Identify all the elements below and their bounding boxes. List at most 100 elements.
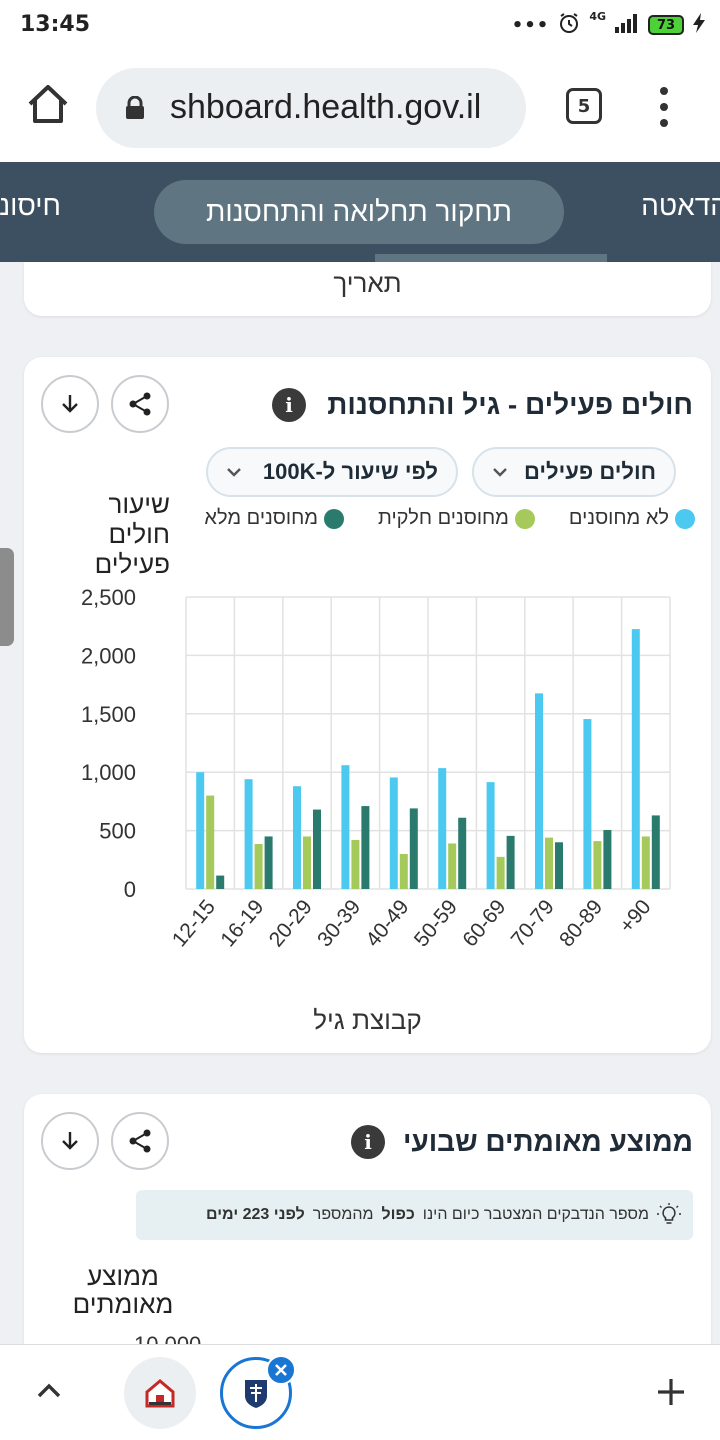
metric-dropdown[interactable]: חולים פעילים <box>472 447 676 497</box>
x-tick-label: 70-79 <box>507 895 559 951</box>
insight-bold-2: לפני 223 ימים <box>206 1206 305 1223</box>
nav-item-data[interactable]: הדאטה <box>641 190 720 221</box>
alarm-icon <box>557 11 581 40</box>
more-vert-icon[interactable] <box>652 86 676 128</box>
address-bar[interactable]: shboard.health.gov.il <box>96 68 526 148</box>
y-tick-label: 2,000 <box>81 643 136 668</box>
share-icon <box>129 392 151 416</box>
y-axis-title: שיעור חולים פעילים <box>94 489 170 579</box>
bar <box>244 779 253 889</box>
chevron-down-icon <box>493 468 507 477</box>
x-tick-label: 16-19 <box>216 895 268 951</box>
metric-dropdown-label: חולים פעילים <box>524 459 656 484</box>
x-tick-label: 60-69 <box>458 895 510 951</box>
card-title: ממוצע מאומתים שבועי <box>402 1126 693 1157</box>
bar <box>486 782 495 889</box>
close-tab-button[interactable] <box>266 1355 296 1385</box>
bar <box>458 817 467 889</box>
chart-legend: לא מחוסנים מחוסנים חלקית מחוסנים מלא <box>204 507 695 530</box>
bar <box>535 693 543 889</box>
tab-switcher-button[interactable]: 5 <box>566 88 602 124</box>
tab-thumbnail-active[interactable] <box>220 1357 292 1429</box>
page-scrollbar[interactable] <box>0 548 14 646</box>
bar <box>254 844 263 889</box>
lightbulb-icon <box>657 1203 681 1224</box>
emblem-icon <box>245 1380 267 1408</box>
bar-chart: 0 500 1,000 1,500 2,000 2,500 12-1516-1920-293… <box>81 585 671 951</box>
chevron-down-icon <box>227 468 241 477</box>
bar <box>216 875 225 889</box>
bar <box>409 808 418 889</box>
network-type: 4G <box>589 10 606 23</box>
browser-bottom-bar <box>0 1344 720 1440</box>
bar <box>399 853 408 889</box>
bar <box>545 837 553 889</box>
x-tick-label: 12-15 <box>168 895 220 951</box>
y-tick-label: 0 <box>124 877 136 902</box>
bar <box>264 836 273 889</box>
legend-item-full[interactable]: מחוסנים מלא <box>204 507 345 530</box>
home-icon[interactable] <box>26 82 70 126</box>
tab-thumbnail[interactable] <box>124 1357 196 1429</box>
legend-dot <box>675 508 695 529</box>
legend-label: לא מחוסנים <box>568 507 669 529</box>
nav-item-active[interactable]: תחקור תחלואה והתחסנות <box>154 180 564 244</box>
bar <box>555 842 563 889</box>
x-tick-label: 80-89 <box>555 895 607 951</box>
bar <box>341 765 350 889</box>
download-icon <box>62 1132 78 1150</box>
battery-icon: 73 <box>648 15 684 35</box>
bar <box>506 835 515 889</box>
bar <box>496 856 505 889</box>
charging-icon <box>692 12 706 39</box>
bar <box>361 806 370 889</box>
legend-label: מחוסנים חלקית <box>378 507 509 529</box>
bar <box>631 629 640 889</box>
card-title: חולים פעילים - גיל והתחסנות <box>327 389 693 420</box>
share-button[interactable] <box>111 375 169 433</box>
bar <box>351 839 360 889</box>
status-time: 13:45 <box>20 12 91 37</box>
bar <box>603 830 612 889</box>
bar <box>448 843 457 889</box>
download-button[interactable] <box>41 375 99 433</box>
y-axis-title: ממוצע מאומתים <box>72 1261 174 1319</box>
bar <box>389 777 398 889</box>
x-tick-label: 30-39 <box>313 895 365 951</box>
bar <box>593 841 602 889</box>
legend-label: מחוסנים מלא <box>204 507 319 529</box>
y-tick-label: 500 <box>99 819 136 844</box>
url-text[interactable]: shboard.health.gov.il <box>170 88 482 126</box>
status-bar: 13:45 ••• 4G 73 <box>0 0 720 52</box>
nav-item-vaccination[interactable]: חיסוני <box>0 190 61 221</box>
bar <box>293 786 301 889</box>
x-tick-label: 20-29 <box>265 895 317 951</box>
y-tick-label: 2,500 <box>81 585 136 610</box>
info-icon[interactable]: i <box>272 388 306 422</box>
date-axis-label: תאריך <box>333 268 402 298</box>
site-nav: חיסוני תחקור תחלואה והתחסנות הדאטה <box>0 162 720 262</box>
bar <box>583 719 592 889</box>
x-axis-title: קבוצת גיל <box>313 1005 422 1035</box>
bar <box>438 768 447 889</box>
legend-item-unvaccinated[interactable]: לא מחוסנים <box>569 507 695 530</box>
bar <box>303 836 311 889</box>
bar <box>651 815 660 889</box>
close-icon <box>275 1364 287 1376</box>
bar <box>641 836 650 889</box>
bar <box>206 795 215 889</box>
bar <box>313 809 321 889</box>
x-tick-label: +90 <box>615 895 656 937</box>
more-dots: ••• <box>511 14 550 36</box>
lock-icon <box>126 96 144 119</box>
download-button[interactable] <box>41 1112 99 1170</box>
share-icon <box>129 1129 151 1153</box>
rate-dropdown[interactable]: לפי שיעור ל-100K <box>206 447 458 497</box>
legend-dot <box>514 508 535 529</box>
new-tab-plus-icon[interactable] <box>656 1377 686 1407</box>
legend-item-partial[interactable]: מחוסנים חלקית <box>378 507 535 530</box>
share-button[interactable] <box>111 1112 169 1170</box>
legend-dot <box>324 508 345 529</box>
chevron-up-icon[interactable] <box>36 1381 62 1399</box>
info-icon[interactable]: i <box>351 1125 385 1159</box>
